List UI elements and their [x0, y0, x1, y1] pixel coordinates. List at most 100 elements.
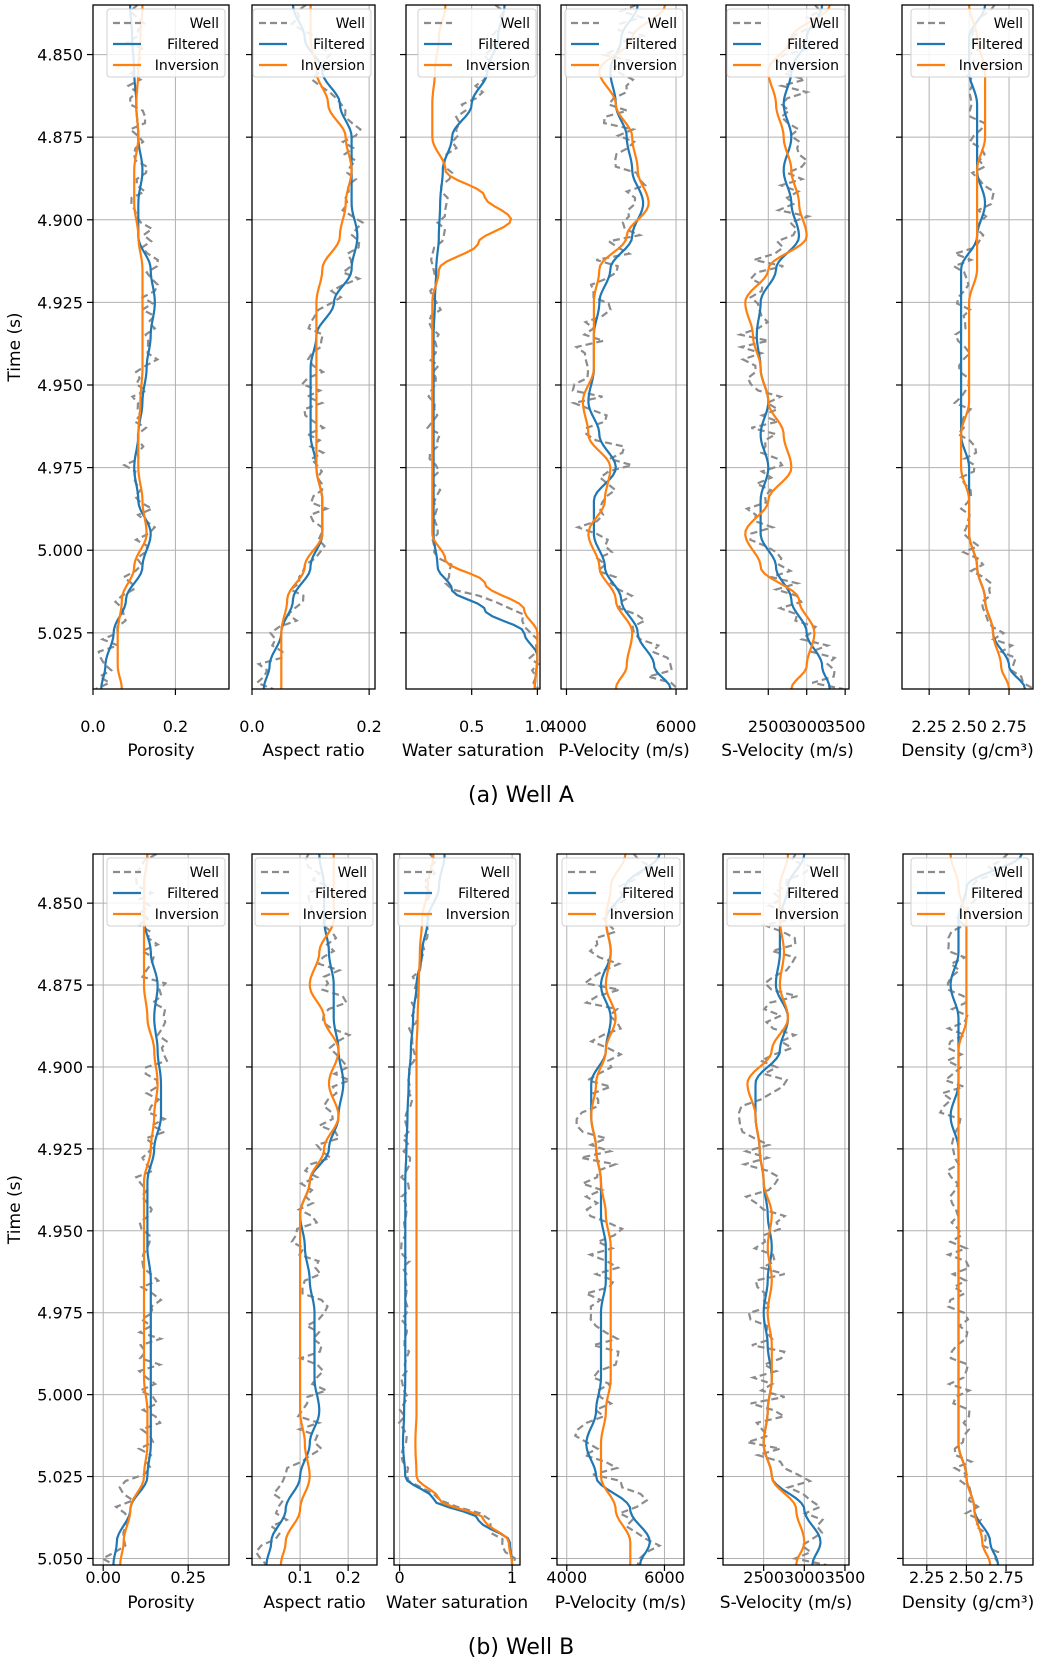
y-tick-label: 4.850	[37, 894, 83, 913]
x-axis-label: Water saturation	[386, 1593, 528, 1613]
legend-label-well: Well	[994, 16, 1023, 32]
legend: Well Filtered Inversion	[106, 8, 226, 78]
x-tick-label: 6000	[656, 717, 697, 736]
series-filtered	[432, 5, 539, 689]
x-tick-label: 6000	[644, 1568, 685, 1587]
legend-label-well: Well	[481, 865, 510, 881]
series-well	[425, 5, 540, 689]
series-inversion	[960, 5, 1011, 689]
legend-label-inversion: Inversion	[303, 907, 367, 923]
grid	[902, 5, 1033, 689]
series-well	[569, 5, 679, 689]
panel-1: 4.850 4.875 4.900 4.925 4.950 4.975 5.000 5.025…	[37, 853, 230, 1613]
legend-label-inversion: Inversion	[775, 58, 839, 74]
x-tick-label: 0.2	[356, 717, 381, 736]
legend: Well Filtered Inversion	[252, 8, 372, 78]
y-axis-label: Time (s)	[5, 1175, 25, 1245]
legend-label-filtered: Filtered	[167, 37, 219, 53]
series-inversion	[744, 5, 831, 689]
x-tick-label: 0	[395, 1568, 405, 1587]
legend: Well Filtered Inversion	[726, 857, 846, 927]
legend-label-well: Well	[338, 865, 367, 881]
x-axis-label: P-Velocity (m/s)	[558, 741, 690, 761]
x-tick-label: 1.0	[525, 717, 550, 736]
x-tick-label: 0.00	[85, 1568, 121, 1587]
series-filtered	[112, 854, 163, 1565]
panel-frame	[560, 4, 688, 690]
legend-label-well: Well	[190, 16, 219, 32]
grid	[93, 854, 229, 1565]
series-group	[569, 5, 679, 689]
legend-label-well: Well	[810, 16, 839, 32]
grid	[557, 854, 684, 1565]
chart-block-2: 4.850 4.875 4.900 4.925 4.950 4.975 5.000 5.025…	[5, 853, 1035, 1660]
panel-3: 0 1 Water saturation Well Filtered Inversion	[386, 853, 528, 1613]
y-tick-label: 4.900	[37, 1058, 83, 1077]
panel-3: 0.5 1.0 Water saturation Well Filtered Invers…	[400, 4, 550, 761]
x-tick-label: 0.5	[459, 717, 484, 736]
legend-label-filtered: Filtered	[787, 886, 839, 902]
panel-frame	[725, 4, 850, 690]
panel-6: 2.25 2.50 2.75 Density (g/cm³) Well Filtered I…	[896, 4, 1034, 761]
series-inversion	[581, 5, 667, 689]
panel-frame	[393, 853, 521, 1566]
legend-label-filtered: Filtered	[315, 886, 367, 902]
panel-4: 4000 6000 P-Velocity (m/s) Well Filtered Inve…	[546, 853, 686, 1613]
legend-label-inversion: Inversion	[446, 907, 510, 923]
panel-frame	[92, 853, 230, 1566]
legend-label-filtered: Filtered	[971, 37, 1023, 53]
x-axis-label: Aspect ratio	[262, 741, 364, 761]
series-well	[254, 854, 353, 1565]
series-group	[951, 5, 1033, 689]
grid	[903, 854, 1033, 1565]
x-tick-label: 0.25	[170, 1568, 206, 1587]
series-filtered	[755, 5, 831, 689]
legend-label-well: Well	[648, 16, 677, 32]
y-tick-label: 4.975	[37, 459, 83, 478]
x-axis-label: Porosity	[127, 1593, 194, 1613]
panel-2: 0.1 0.2 Aspect ratio Well Filtered Inversion	[246, 853, 378, 1613]
y-tick-label: 5.025	[37, 624, 83, 643]
x-tick-label: 3000	[784, 1568, 825, 1587]
panel-1: 4.850 4.875 4.900 4.925 4.950 4.975 5.000 5.025…	[37, 4, 230, 761]
figure-caption: (b) Well B	[468, 1635, 574, 1660]
legend-label-well: Well	[994, 865, 1023, 881]
x-tick-label: 4000	[546, 1568, 587, 1587]
series-group	[735, 5, 844, 689]
series-filtered	[100, 5, 156, 689]
legend: Well Filtered Inversion	[417, 8, 537, 78]
legend: Well Filtered Inversion	[254, 857, 374, 927]
panel-4: 4000 6000 P-Velocity (m/s) Well Filtered Inve…	[546, 4, 697, 761]
series-filtered	[262, 5, 359, 689]
y-tick-label: 4.875	[37, 128, 83, 147]
x-axis-label: Density (g/cm³)	[902, 1593, 1035, 1613]
legend-label-inversion: Inversion	[301, 58, 365, 74]
y-tick-label: 4.950	[37, 376, 83, 395]
series-filtered	[265, 854, 345, 1565]
series-inversion	[279, 854, 340, 1565]
x-axis-label: Aspect ratio	[263, 1593, 365, 1613]
legend: Well Filtered Inversion	[910, 857, 1030, 927]
chart-block-1: 4.850 4.875 4.900 4.925 4.950 4.975 5.000 5.025…	[5, 4, 1034, 808]
series-well	[951, 5, 1033, 689]
legend: Well Filtered Inversion	[106, 857, 226, 927]
legend-label-well: Well	[190, 865, 219, 881]
x-tick-label: 0.0	[80, 717, 105, 736]
panel-2: 0.0 0.2 Aspect ratio Well Filtered Inversion	[239, 4, 382, 761]
figure-caption: (a) Well A	[468, 783, 574, 808]
legend-label-inversion: Inversion	[466, 58, 530, 74]
series-group	[425, 5, 540, 689]
y-tick-label: 4.975	[37, 1304, 83, 1323]
panel-frame	[902, 853, 1034, 1566]
legend-label-filtered: Filtered	[167, 886, 219, 902]
x-tick-label: 0.1	[287, 1568, 312, 1587]
series-inversion	[431, 5, 539, 689]
y-tick-label: 4.875	[37, 976, 83, 995]
legend-label-well: Well	[501, 16, 530, 32]
series-inversion	[590, 854, 632, 1565]
grid	[92, 5, 229, 689]
series-group	[254, 854, 353, 1565]
x-tick-label: 2.75	[988, 1568, 1024, 1587]
